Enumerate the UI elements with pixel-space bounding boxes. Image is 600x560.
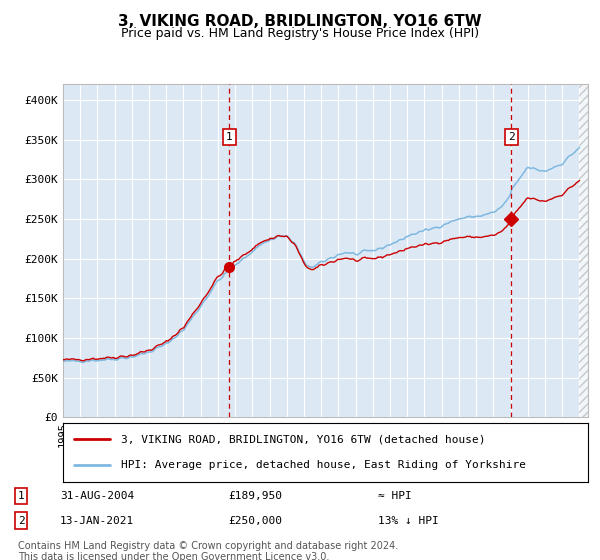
Text: £189,950: £189,950	[228, 491, 282, 501]
Text: 2: 2	[508, 132, 515, 142]
Text: 1: 1	[17, 491, 25, 501]
Text: 13% ↓ HPI: 13% ↓ HPI	[378, 516, 439, 526]
Text: £250,000: £250,000	[228, 516, 282, 526]
Text: ≈ HPI: ≈ HPI	[378, 491, 412, 501]
Text: 2: 2	[17, 516, 25, 526]
Text: Price paid vs. HM Land Registry's House Price Index (HPI): Price paid vs. HM Land Registry's House …	[121, 27, 479, 40]
Text: 31-AUG-2004: 31-AUG-2004	[60, 491, 134, 501]
Text: 3, VIKING ROAD, BRIDLINGTON, YO16 6TW: 3, VIKING ROAD, BRIDLINGTON, YO16 6TW	[118, 14, 482, 29]
Text: 13-JAN-2021: 13-JAN-2021	[60, 516, 134, 526]
Text: 3, VIKING ROAD, BRIDLINGTON, YO16 6TW (detached house): 3, VIKING ROAD, BRIDLINGTON, YO16 6TW (d…	[121, 434, 485, 444]
Text: 1: 1	[226, 132, 233, 142]
Text: Contains HM Land Registry data © Crown copyright and database right 2024.
This d: Contains HM Land Registry data © Crown c…	[18, 540, 398, 560]
Text: HPI: Average price, detached house, East Riding of Yorkshire: HPI: Average price, detached house, East…	[121, 460, 526, 470]
Bar	[580, 84, 588, 417]
